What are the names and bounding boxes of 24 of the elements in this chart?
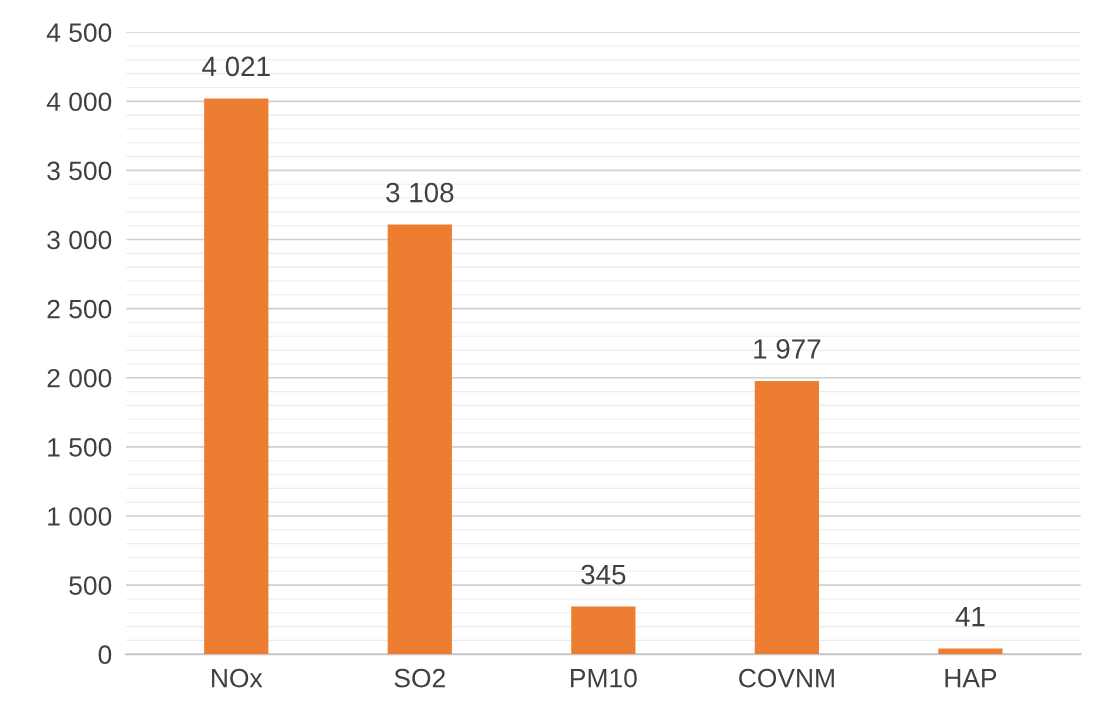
data-label: 4 021 [202,56,270,77]
bar [754,380,820,655]
data-label: 345 [581,564,626,585]
y-tick-label: 500 [69,576,112,595]
y-tick-label: 1 000 [48,507,112,526]
x-tick-label: HAP [945,669,997,688]
y-tick-label: 3 500 [47,161,112,181]
bar [387,224,452,655]
bar [204,98,269,655]
y-tick-label: 2 500 [47,299,112,319]
x-tick-label: NOx [212,668,263,688]
data-label: 41 [955,607,985,627]
y-tick-label: 4 500 [46,23,112,42]
y-tick-label: 3 000 [47,230,112,250]
y-tick-label: 4 000 [46,92,112,112]
y-tick-label: 0 [98,645,112,665]
data-label: 1 977 [754,339,821,359]
x-tick-label: SO2 [394,668,445,688]
y-tick-label: 1 500 [48,438,112,457]
x-tick-label: PM10 [571,668,637,688]
data-label: 3 108 [386,182,454,203]
x-tick-label: COVNM [739,668,834,688]
y-tick-label: 2 000 [47,368,112,388]
bar [571,606,636,655]
